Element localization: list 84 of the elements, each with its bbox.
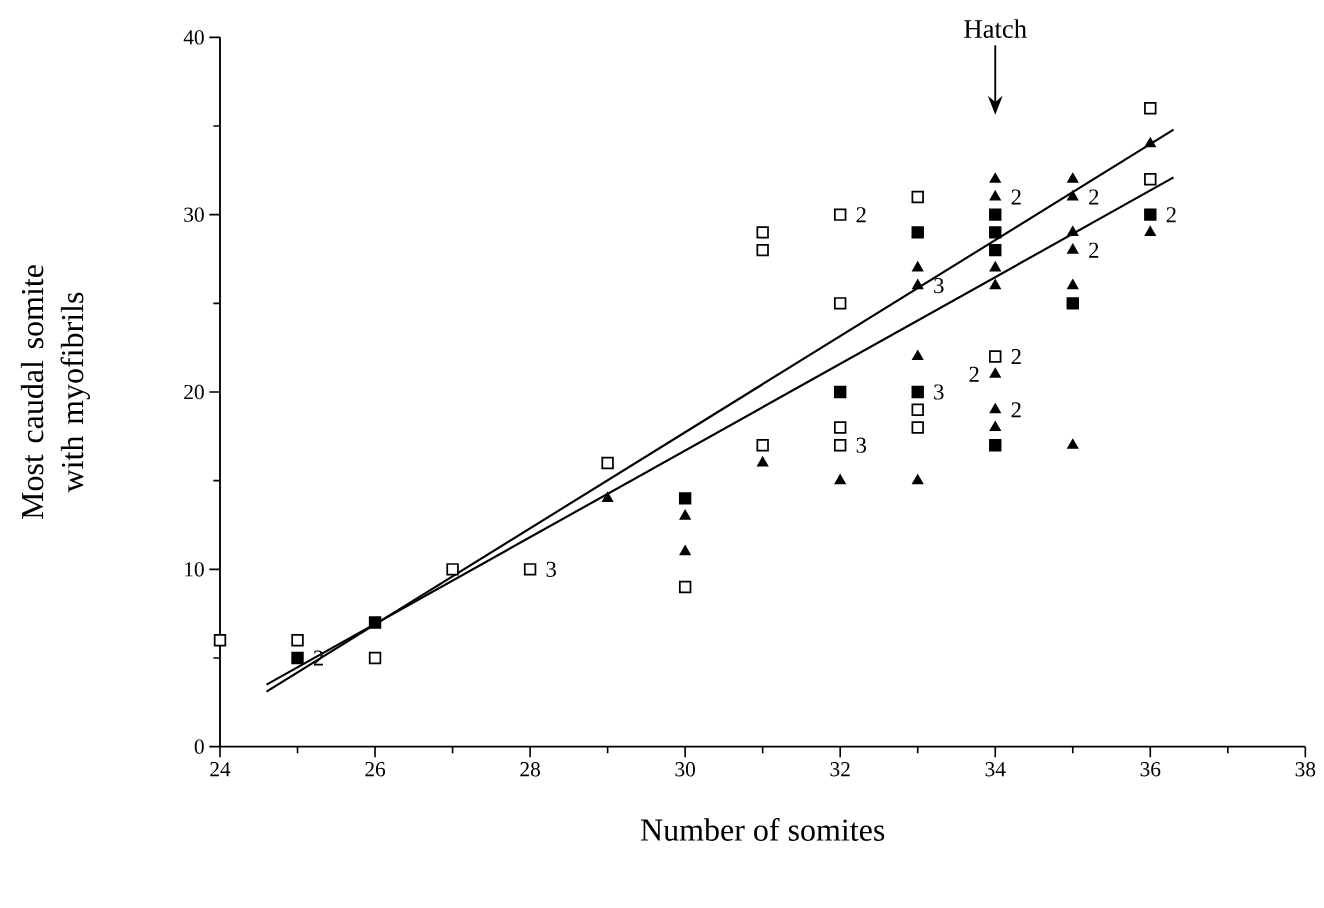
x-tick-label: 26 xyxy=(365,762,386,777)
point xyxy=(757,456,769,467)
y-tick-label: 40 xyxy=(183,30,204,45)
point xyxy=(1144,226,1156,236)
point xyxy=(1067,279,1079,290)
point xyxy=(911,421,924,434)
point xyxy=(912,261,924,272)
point xyxy=(911,226,924,239)
point xyxy=(368,616,382,629)
x-tick-label: 24 xyxy=(210,762,231,777)
point xyxy=(833,421,847,434)
point xyxy=(601,456,614,470)
point xyxy=(912,474,924,485)
x-axis-title: Number of somites xyxy=(640,818,885,841)
ref-line-label: Hatch xyxy=(964,19,1027,38)
annotation: 2 xyxy=(969,366,979,382)
point xyxy=(911,190,924,204)
point xyxy=(1067,190,1079,201)
point xyxy=(989,439,1002,452)
annotation: 2 xyxy=(1011,189,1021,205)
annotation: 2 xyxy=(856,207,866,223)
point xyxy=(1067,226,1079,236)
point xyxy=(912,350,924,361)
point xyxy=(989,368,1001,378)
point xyxy=(833,208,847,221)
x-tick-label: 36 xyxy=(1140,762,1161,777)
point xyxy=(989,279,1001,290)
point xyxy=(989,350,1002,363)
point xyxy=(1144,173,1157,186)
point xyxy=(523,563,537,576)
point xyxy=(756,439,769,452)
y-tick-label: 10 xyxy=(185,562,204,577)
point xyxy=(678,492,692,505)
point xyxy=(989,226,1002,239)
y-tick-label: 20 xyxy=(184,384,204,400)
point xyxy=(1144,208,1157,221)
annotation: 3 xyxy=(856,437,867,453)
x-tick-label: 30 xyxy=(675,762,695,777)
point xyxy=(291,634,304,647)
point xyxy=(368,651,382,665)
point xyxy=(213,634,227,647)
annotation: 2 xyxy=(1166,207,1176,223)
point xyxy=(989,243,1002,257)
point xyxy=(291,651,304,665)
point xyxy=(834,474,846,485)
point xyxy=(833,439,847,452)
point xyxy=(679,509,691,520)
point xyxy=(833,297,847,310)
point xyxy=(446,563,459,576)
point xyxy=(833,385,847,399)
point xyxy=(912,279,924,290)
point xyxy=(911,403,924,416)
point xyxy=(1067,243,1079,254)
y-tick-label: 0 xyxy=(194,739,204,754)
point xyxy=(1067,439,1079,449)
point xyxy=(989,403,1001,414)
point xyxy=(989,261,1001,272)
point xyxy=(1144,102,1157,115)
annotation: 2 xyxy=(1089,189,1099,205)
point xyxy=(911,385,924,399)
point xyxy=(989,421,1001,432)
point xyxy=(989,190,1001,201)
annotation: 2 xyxy=(1011,349,1021,365)
annotation: 2 xyxy=(1011,402,1021,418)
point xyxy=(679,545,691,556)
x-tick-label: 34 xyxy=(985,762,1006,777)
point xyxy=(1066,297,1079,310)
annotation: 3 xyxy=(934,384,944,400)
annotation: 3 xyxy=(546,561,556,577)
point xyxy=(1067,173,1079,183)
point xyxy=(756,243,769,257)
x-tick-label: 28 xyxy=(520,762,540,777)
point xyxy=(602,492,614,502)
x-tick-label: 38 xyxy=(1295,762,1316,777)
annotation: 2 xyxy=(1089,242,1099,258)
point xyxy=(989,173,1001,183)
point xyxy=(678,580,692,594)
annotation: 3 xyxy=(934,277,944,294)
point xyxy=(1144,137,1156,148)
x-tick-label: 32 xyxy=(830,762,850,777)
y-axis-title: Most caudal somite with myofibrils xyxy=(20,265,90,520)
y-tick-label: 30 xyxy=(184,207,204,222)
point xyxy=(756,226,769,239)
point xyxy=(989,208,1002,221)
